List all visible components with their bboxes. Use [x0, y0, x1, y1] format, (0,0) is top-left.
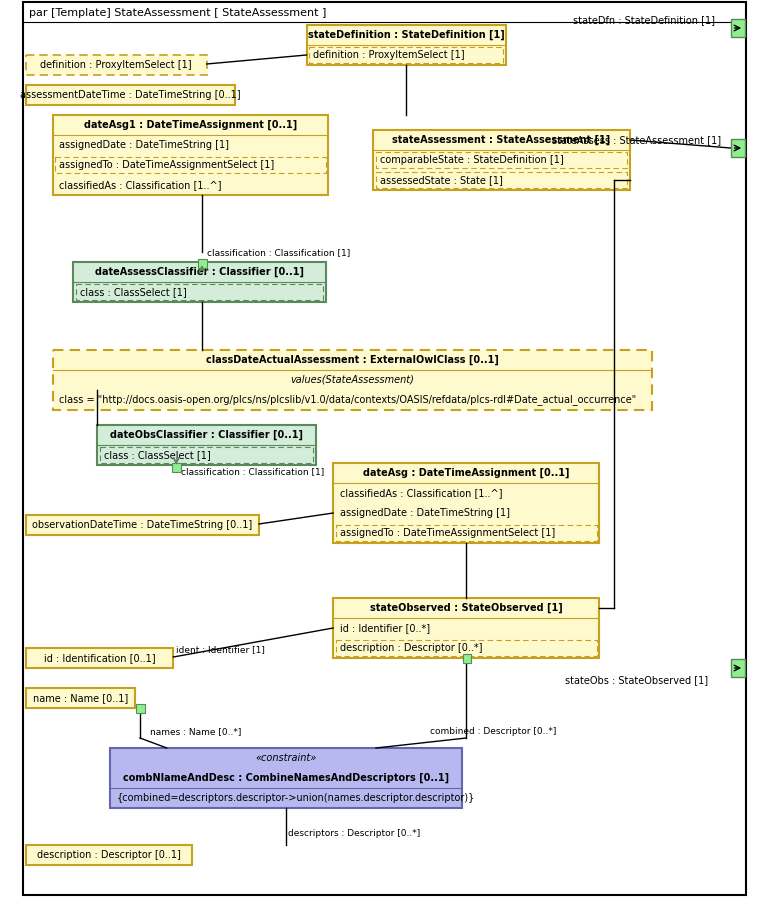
Text: names : Name [0..*]: names : Name [0..*] [150, 727, 241, 736]
Bar [376, 152, 627, 168]
Bar [730, 139, 745, 157]
Bar [173, 463, 181, 472]
Text: assignedDate : DateTimeString [1]: assignedDate : DateTimeString [1] [60, 140, 229, 150]
Bar [110, 748, 461, 808]
Bar [53, 350, 652, 410]
Bar [26, 648, 173, 668]
Text: name : Name [0..1]: name : Name [0..1] [33, 693, 128, 703]
Bar [336, 525, 597, 541]
Text: classification : Classification [1]: classification : Classification [1] [206, 248, 350, 257]
Text: id : Identifier [0..*]: id : Identifier [0..*] [340, 623, 430, 633]
Bar [333, 463, 600, 543]
Bar [26, 55, 206, 75]
Text: stateDfn : StateDefinition [1]: stateDfn : StateDefinition [1] [573, 15, 715, 25]
Bar [26, 688, 135, 708]
Text: dateObsClassifier : Classifier [0..1]: dateObsClassifier : Classifier [0..1] [110, 430, 303, 441]
Text: classDateActualAssessment : ExternalOwlClass [0..1]: classDateActualAssessment : ExternalOwlC… [206, 355, 499, 365]
Text: class : ClassSelect [1]: class : ClassSelect [1] [104, 450, 211, 460]
Bar [309, 47, 503, 63]
Bar [26, 845, 193, 865]
Text: stateObs : StateObserved [1]: stateObs : StateObserved [1] [565, 675, 708, 685]
Bar [56, 157, 325, 173]
Text: combined : Descriptor [0..*]: combined : Descriptor [0..*] [430, 727, 556, 736]
Bar [376, 172, 627, 188]
Bar [462, 654, 471, 663]
Bar [26, 85, 235, 105]
Text: dateAsg : DateTimeAssignment [0..1]: dateAsg : DateTimeAssignment [0..1] [363, 467, 570, 478]
Text: assignedTo : DateTimeAssignmentSelect [1]: assignedTo : DateTimeAssignmentSelect [1… [60, 160, 274, 170]
Text: description : Descriptor [0..*]: description : Descriptor [0..*] [340, 643, 482, 653]
Text: classifiedAs : Classification [1..^]: classifiedAs : Classification [1..^] [340, 488, 502, 498]
Bar [97, 425, 316, 465]
Text: definition : ProxyItemSelect [1]: definition : ProxyItemSelect [1] [40, 60, 192, 70]
Text: «constraint»: «constraint» [255, 753, 316, 763]
Bar [100, 447, 313, 463]
Text: combNIameAndDesc : CombineNamesAndDescriptors [0..1]: combNIameAndDesc : CombineNamesAndDescri… [122, 773, 448, 783]
Text: description : Descriptor [0..1]: description : Descriptor [0..1] [37, 850, 181, 860]
Text: assessedState : State [1]: assessedState : State [1] [380, 175, 503, 185]
Bar [76, 284, 322, 300]
Text: class : ClassSelect [1]: class : ClassSelect [1] [80, 287, 187, 297]
Bar [53, 115, 329, 195]
Bar [333, 598, 600, 658]
Text: classification : Classification [1]: classification : Classification [1] [181, 467, 324, 476]
Bar [26, 515, 259, 535]
Text: values(StateAssessment): values(StateAssessment) [290, 375, 414, 385]
Text: stateAssessment : StateAssessment [1]: stateAssessment : StateAssessment [1] [393, 135, 610, 145]
Bar [198, 259, 206, 268]
Text: {combined=descriptors.descriptor->union(names.descriptor.descriptor)}: {combined=descriptors.descriptor->union(… [116, 793, 474, 803]
Text: class = "http://docs.oasis-open.org/plcs/ns/plcslib/v1.0/data/contexts/OASIS/ref: class = "http://docs.oasis-open.org/plcs… [60, 395, 636, 405]
Bar [730, 19, 745, 37]
Text: observationDateTime : DateTimeString [0..1]: observationDateTime : DateTimeString [0.… [32, 520, 253, 530]
Text: dateAsg1 : DateTimeAssignment [0..1]: dateAsg1 : DateTimeAssignment [0..1] [84, 120, 297, 130]
Text: par [Template] StateAssessment [ StateAssessment ]: par [Template] StateAssessment [ StateAs… [29, 8, 326, 18]
Text: comparableState : StateDefinition [1]: comparableState : StateDefinition [1] [380, 155, 564, 165]
Bar [336, 640, 597, 656]
Bar [136, 704, 145, 713]
Bar [730, 659, 745, 677]
Text: ident : Identifier [1]: ident : Identifier [1] [176, 645, 265, 654]
Text: assignedTo : DateTimeAssignmentSelect [1]: assignedTo : DateTimeAssignmentSelect [1… [340, 528, 555, 538]
Bar [306, 25, 507, 65]
Text: classifiedAs : Classification [1..^]: classifiedAs : Classification [1..^] [60, 180, 222, 190]
Text: stateAssess : StateAssessment [1]: stateAssess : StateAssessment [1] [552, 135, 721, 145]
Text: id : Identification [0..1]: id : Identification [0..1] [44, 653, 155, 663]
Bar [73, 262, 325, 302]
Bar [373, 130, 630, 190]
Text: assessmentDateTime : DateTimeString [0..1]: assessmentDateTime : DateTimeString [0..… [21, 90, 241, 100]
Text: dateAssessClassifier : Classifier [0..1]: dateAssessClassifier : Classifier [0..1] [95, 267, 304, 277]
Text: stateObserved : StateObserved [1]: stateObserved : StateObserved [1] [370, 603, 563, 613]
Text: assignedDate : DateTimeString [1]: assignedDate : DateTimeString [1] [340, 508, 510, 518]
Text: definition : ProxyItemSelect [1]: definition : ProxyItemSelect [1] [313, 50, 465, 60]
Text: descriptors : Descriptor [0..*]: descriptors : Descriptor [0..*] [289, 829, 421, 838]
Text: stateDefinition : StateDefinition [1]: stateDefinition : StateDefinition [1] [308, 30, 505, 40]
